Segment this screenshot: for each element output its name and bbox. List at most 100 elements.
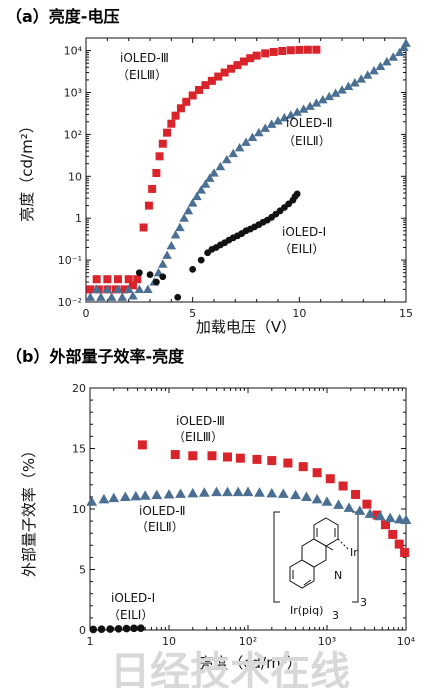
panel-b-data-point (374, 510, 386, 521)
panel-a-y-tick-label: 10 (68, 170, 82, 183)
panel-a-data-point (175, 222, 185, 232)
panel-b-data-point (267, 456, 277, 466)
panel-a-data-point (106, 292, 117, 301)
panel-b-series-sublabel-ioled-3: （EILⅢ） (173, 430, 223, 444)
panel-b-data-point (130, 624, 138, 633)
panel-a-y-axis-label: 亮度（cd/m²） (18, 118, 36, 221)
watermark: 日经技术在线 (110, 649, 350, 688)
panel-a-data-point (394, 47, 405, 57)
panel-a-data-point (128, 281, 137, 290)
panel-a-data-point (312, 45, 321, 54)
panel-a-data-point (209, 168, 219, 177)
panel-a-data-point (311, 98, 322, 107)
panel-b-series-label-ioled-2: iOLED-Ⅱ (139, 504, 186, 518)
panel-a-data-point (303, 45, 312, 54)
panel-a-x-tick-label: 10 (292, 307, 306, 320)
panel-a-x-tick-label: 15 (399, 307, 413, 320)
panel-a-data-point (189, 265, 197, 273)
inset-formula-label: Ir(piq) (290, 604, 323, 617)
panel-a-x-tick-labels: 0 5 10 15 (83, 307, 414, 320)
panel-a-data-point (163, 128, 172, 137)
panel-a-data-point (135, 269, 143, 277)
panel-b-series-label-ioled-3: iOLED-Ⅲ (176, 414, 225, 428)
panel-a-data-point (183, 206, 194, 215)
panel-a-data-point (233, 61, 242, 70)
panel-a-data-point (197, 256, 205, 264)
panel-b-y-tick-label: 5 (79, 564, 86, 577)
panel-a-data-point (128, 291, 138, 300)
panel-b-series-sublabel-ioled-1: （EILⅠ） (108, 608, 153, 622)
panel-a-data-point (260, 123, 270, 132)
panel-b-series-ioled-3 (137, 440, 410, 558)
panel-b-data-point (252, 454, 262, 464)
inset-bracket-left (273, 511, 280, 603)
panel-a-data-point (222, 154, 232, 164)
panel-a-data-point (254, 127, 264, 137)
panel-a-data-point (362, 70, 373, 79)
panel-a-y-tick-label: 1 (75, 212, 82, 225)
panel-b-data-point (325, 474, 335, 484)
panel-b-data-point (232, 486, 244, 497)
panel-b: （b）外部量子效率-亮度 0 5 10 15 20 1 10 10² 10³ 10⁴ N Ir (6, 347, 416, 672)
panel-a-data-point (324, 91, 334, 101)
panel-a-data-point (146, 271, 154, 279)
panel-a-data-point (152, 168, 161, 177)
panel-a-data-point (252, 51, 261, 60)
panel-a-series-sublabel-ioled-2: （EILⅡ） (283, 134, 331, 148)
panel-b-data-point (187, 487, 199, 498)
panel-b-data-point (301, 491, 312, 501)
panel-a-data-point (246, 54, 255, 63)
panel-a-data-point (337, 85, 347, 94)
panel-a-data-point (117, 292, 128, 301)
panel-a-data-point (330, 88, 341, 97)
panel-b-data-point (380, 520, 390, 530)
panel-a-data-point (239, 57, 248, 66)
panel-b-data-point (333, 499, 344, 509)
panel-a-data-point (278, 46, 287, 55)
panel-b-data-point (235, 453, 245, 463)
panel-a-x-tick-label: 5 (189, 307, 196, 320)
panel-b-data-point (277, 488, 289, 498)
panel-a-data-point (214, 72, 223, 81)
panel-b-title: （b）外部量子效率-亮度 (6, 347, 185, 366)
panel-b-data-point (130, 490, 142, 501)
panel-a-data-point (192, 191, 202, 201)
panel-a-data-point (401, 38, 411, 47)
panel-a-data-point (195, 85, 204, 94)
panel-b-data-point (222, 452, 232, 462)
panel-a-series-ioled-1 (135, 190, 301, 301)
panel-a-data-point (343, 81, 354, 90)
panel-a-data-point (204, 173, 215, 182)
panel-b-data-point (222, 486, 233, 497)
panel-a-data-point (103, 275, 112, 284)
panel-b-data-point (151, 489, 163, 500)
panel-a-data-point (144, 201, 153, 210)
panel-a-data-point (96, 292, 106, 301)
panel-b-data-point (86, 496, 98, 506)
panel-a-data-point (227, 64, 236, 73)
panel-b-y-tick-label: 20 (72, 382, 86, 395)
inset-background (270, 508, 362, 612)
panel-a-series-sublabel-ioled-1: （EILⅠ） (279, 242, 324, 256)
panel-a-data-point (153, 278, 160, 286)
panel-a-data-point (293, 190, 301, 198)
panel-a-data-point (228, 148, 238, 158)
panel-a-data-point (188, 91, 197, 100)
panel-b-data-point (394, 539, 404, 549)
panel-a-series-label-ioled-2: iOLED-Ⅱ (286, 116, 333, 130)
panel-b-data-point (170, 450, 180, 460)
panel-a-data-point (273, 116, 283, 125)
panel-a-data-point (241, 137, 251, 146)
panel-b-series-label-ioled-1: iOLED-Ⅰ (111, 591, 155, 605)
panel-a-series-ioled-2 (85, 38, 411, 301)
panel-b-data-point (351, 489, 361, 499)
panel-a-data-point (305, 101, 315, 110)
panel-a-data-point (167, 119, 176, 128)
panel-b-data-point (311, 493, 323, 504)
panel-a-data-point (102, 284, 113, 293)
panel-a-title: （a）亮度-电压 (6, 7, 119, 26)
panel-a-data-point (318, 94, 328, 104)
panel-b-data-point (298, 462, 308, 472)
panel-b-data-point (364, 508, 376, 518)
